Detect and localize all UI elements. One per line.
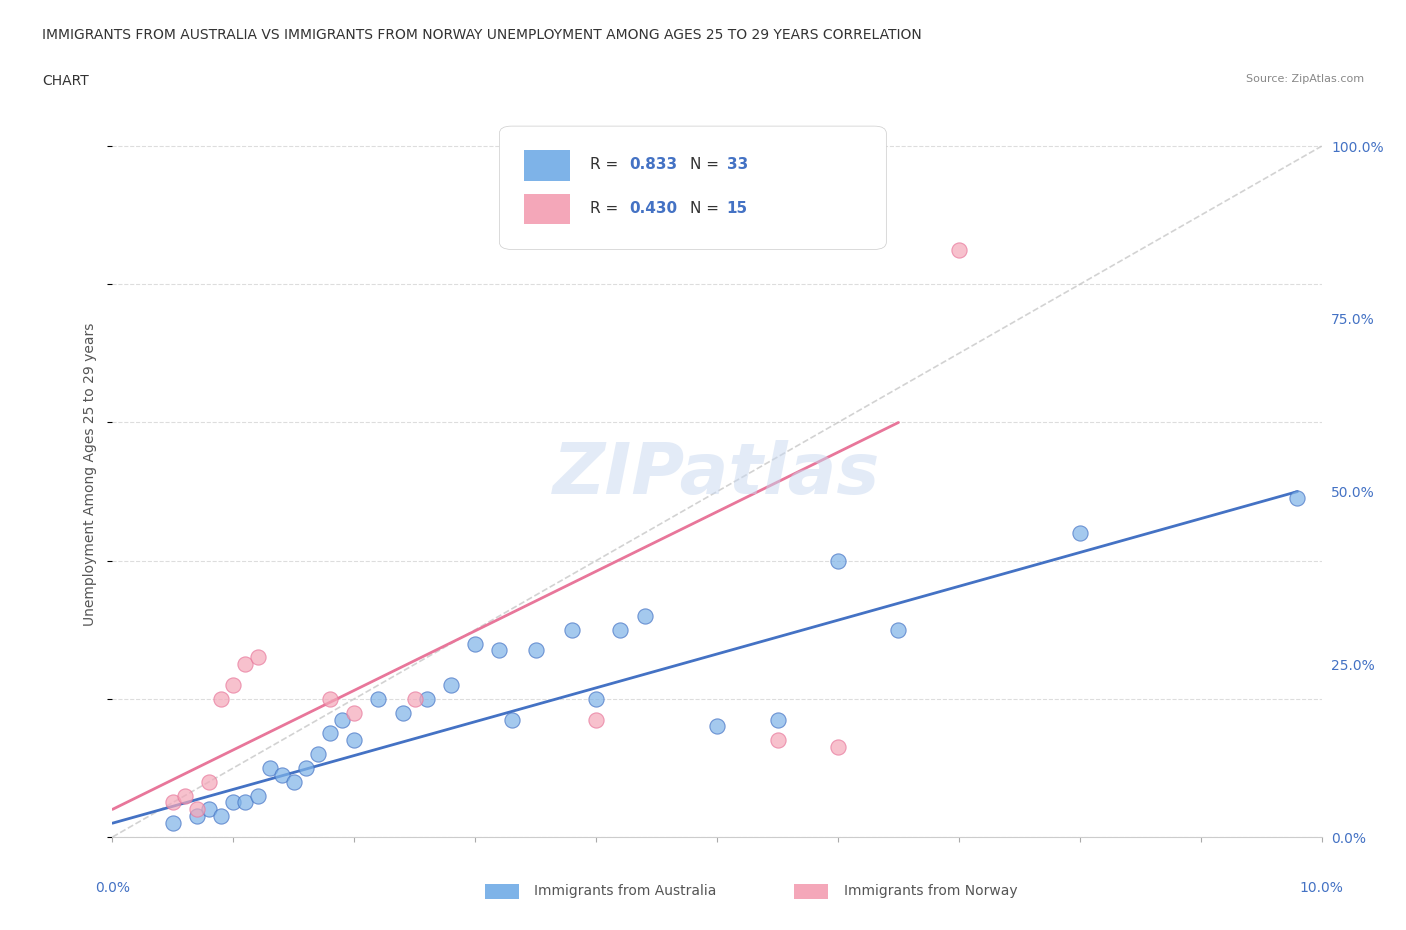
Point (561, 622, 583, 637)
Point (330, 712, 353, 727)
Point (1069, 525, 1091, 540)
Point (162, 795, 184, 810)
Point (488, 643, 510, 658)
Point (827, 739, 849, 754)
Text: 33: 33 (727, 157, 748, 172)
Point (416, 691, 439, 706)
Point (222, 678, 245, 693)
Point (246, 650, 269, 665)
Point (585, 691, 607, 706)
Point (440, 678, 463, 693)
Point (307, 747, 329, 762)
Point (501, 712, 523, 727)
Y-axis label: Unemployment Among Ages 25 to 29 years: Unemployment Among Ages 25 to 29 years (83, 323, 97, 626)
Bar (485, 884, 519, 899)
Point (174, 788, 197, 803)
Text: 0.833: 0.833 (628, 157, 676, 172)
Text: R =: R = (591, 201, 623, 216)
Point (1286, 491, 1309, 506)
Point (209, 809, 232, 824)
Point (343, 705, 366, 720)
Point (209, 691, 232, 706)
Point (283, 775, 305, 790)
Text: ZIPatlas: ZIPatlas (554, 440, 880, 509)
Point (270, 767, 292, 782)
Bar (794, 884, 828, 899)
Point (367, 691, 389, 706)
Point (391, 705, 413, 720)
Bar (523, 150, 569, 180)
Point (246, 788, 269, 803)
Point (235, 795, 257, 810)
Point (464, 636, 486, 651)
Text: Source: ZipAtlas.com: Source: ZipAtlas.com (1246, 74, 1364, 85)
Point (319, 726, 342, 741)
Text: IMMIGRANTS FROM AUSTRALIA VS IMMIGRANTS FROM NORWAY UNEMPLOYMENT AMONG AGES 25 T: IMMIGRANTS FROM AUSTRALIA VS IMMIGRANTS … (42, 28, 922, 42)
Point (524, 643, 547, 658)
Text: N =: N = (690, 201, 724, 216)
FancyBboxPatch shape (499, 126, 886, 249)
Point (404, 691, 426, 706)
Text: R =: R = (591, 157, 623, 172)
Point (706, 719, 728, 734)
Point (948, 243, 970, 258)
Text: 15: 15 (727, 201, 748, 216)
Text: Immigrants from Norway: Immigrants from Norway (844, 884, 1017, 898)
Point (766, 733, 789, 748)
Point (259, 761, 281, 776)
Text: N =: N = (690, 157, 724, 172)
Text: 0.0%: 0.0% (96, 881, 129, 895)
Point (235, 657, 257, 671)
Point (198, 775, 221, 790)
Point (827, 553, 849, 568)
Point (295, 761, 318, 776)
Point (186, 809, 208, 824)
Text: Immigrants from Australia: Immigrants from Australia (534, 884, 717, 898)
Text: 0.430: 0.430 (628, 201, 676, 216)
Text: CHART: CHART (42, 74, 89, 88)
Point (766, 712, 789, 727)
Point (198, 802, 221, 817)
Point (609, 622, 631, 637)
Text: 10.0%: 10.0% (1299, 881, 1344, 895)
Point (186, 802, 208, 817)
Point (585, 712, 607, 727)
Point (633, 608, 655, 623)
Bar (523, 193, 569, 224)
Point (887, 622, 910, 637)
Point (222, 795, 245, 810)
Point (319, 691, 342, 706)
Point (162, 816, 184, 830)
Point (343, 733, 366, 748)
